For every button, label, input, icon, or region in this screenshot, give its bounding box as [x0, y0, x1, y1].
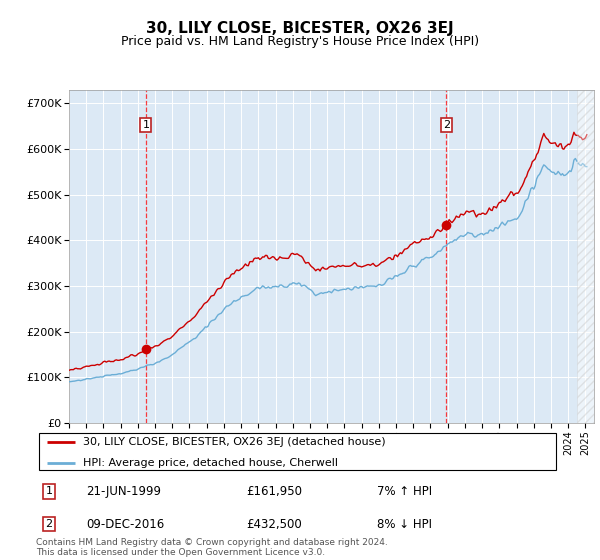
Text: 21-JUN-1999: 21-JUN-1999 [86, 485, 161, 498]
Text: 2: 2 [443, 120, 450, 129]
Text: 2: 2 [46, 519, 53, 529]
Text: £161,950: £161,950 [246, 485, 302, 498]
Text: Price paid vs. HM Land Registry's House Price Index (HPI): Price paid vs. HM Land Registry's House … [121, 35, 479, 48]
Bar [577, 90, 594, 423]
Text: 7% ↑ HPI: 7% ↑ HPI [377, 485, 433, 498]
Text: Contains HM Land Registry data © Crown copyright and database right 2024.
This d: Contains HM Land Registry data © Crown c… [36, 538, 388, 557]
Text: 30, LILY CLOSE, BICESTER, OX26 3EJ: 30, LILY CLOSE, BICESTER, OX26 3EJ [146, 21, 454, 36]
Text: £432,500: £432,500 [246, 517, 302, 530]
Text: 1: 1 [46, 487, 53, 496]
Text: 1: 1 [142, 120, 149, 129]
Text: 09-DEC-2016: 09-DEC-2016 [86, 517, 164, 530]
Text: 30, LILY CLOSE, BICESTER, OX26 3EJ (detached house): 30, LILY CLOSE, BICESTER, OX26 3EJ (deta… [83, 437, 386, 447]
Text: HPI: Average price, detached house, Cherwell: HPI: Average price, detached house, Cher… [83, 458, 338, 468]
FancyBboxPatch shape [38, 433, 556, 470]
Text: 8% ↓ HPI: 8% ↓ HPI [377, 517, 432, 530]
